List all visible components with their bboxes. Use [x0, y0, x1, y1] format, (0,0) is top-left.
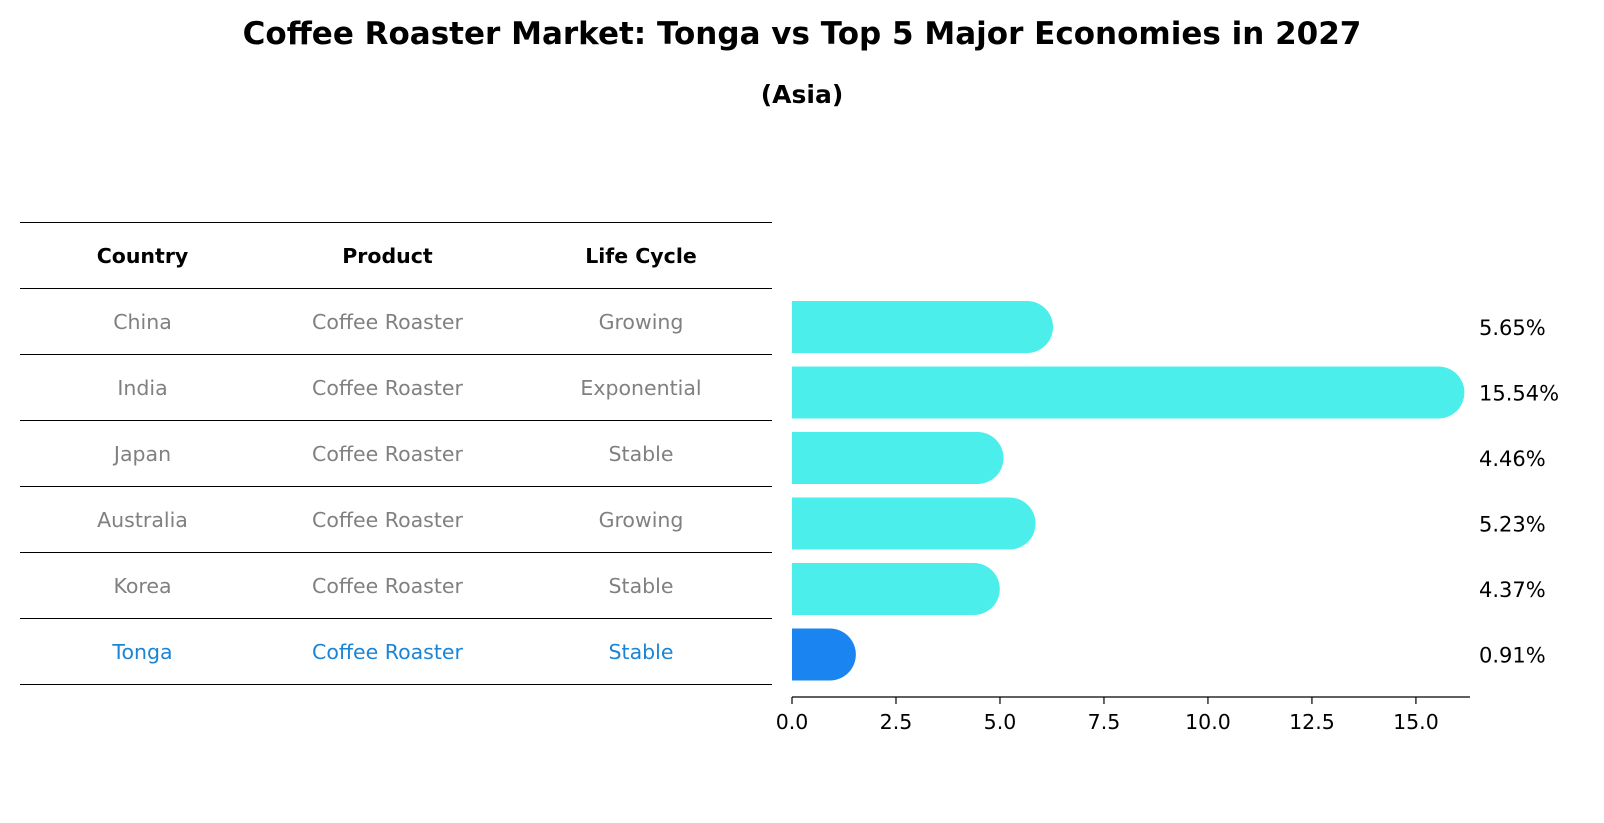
cell-product: Coffee Roaster [265, 354, 510, 421]
bar-india [792, 366, 1439, 419]
x-tick-label: 5.0 [984, 710, 1017, 734]
cell-life-cycle: Stable [510, 420, 772, 487]
cell-life-cycle: Stable [510, 552, 772, 619]
value-label-india: 15.54% [1479, 382, 1559, 406]
cell-life-cycle: Stable [510, 618, 772, 685]
bar-cap-japan [951, 432, 1004, 484]
bar-cap-korea [947, 563, 1000, 615]
x-tick-label: 2.5 [880, 710, 913, 734]
bar-korea [792, 563, 974, 615]
column-header-life-cycle: Life Cycle [510, 222, 772, 289]
x-tick-label: 0.0 [776, 710, 809, 734]
country-table: Country Product Life Cycle China Coffee … [20, 222, 772, 685]
bar-cap-india [1412, 366, 1465, 419]
chart-title: Coffee Roaster Market: Tonga vs Top 5 Ma… [242, 16, 1362, 52]
column-header-product: Product [265, 222, 510, 289]
cell-product: Coffee Roaster [265, 288, 510, 355]
bar-australia [792, 497, 1010, 550]
value-label-japan: 4.46% [1479, 447, 1546, 471]
table-row: Korea Coffee Roaster Stable [20, 552, 772, 619]
value-label-australia: 5.23% [1479, 513, 1546, 537]
table-row: China Coffee Roaster Growing [20, 288, 772, 355]
column-header-country: Country [20, 222, 265, 289]
cell-country: India [20, 354, 265, 421]
cell-country: Tonga [20, 618, 265, 685]
bar-cap-tonga [803, 628, 856, 681]
table-row: Australia Coffee Roaster Growing [20, 486, 772, 553]
bar-cap-china [1001, 301, 1054, 353]
x-tick-label: 15.0 [1393, 710, 1439, 734]
table-row: India Coffee Roaster Exponential [20, 354, 772, 421]
x-tick-label: 10.0 [1185, 710, 1231, 734]
cell-country: China [20, 288, 265, 355]
cell-life-cycle: Growing [510, 486, 772, 553]
cell-product: Coffee Roaster [265, 420, 510, 487]
table-header-row: Country Product Life Cycle [20, 222, 772, 289]
cell-product: Coffee Roaster [265, 552, 510, 619]
x-tick-label: 12.5 [1289, 710, 1335, 734]
value-label-korea: 4.37% [1479, 578, 1546, 602]
cell-country: Japan [20, 420, 265, 487]
value-label-china: 5.65% [1479, 316, 1546, 340]
cell-country: Australia [20, 486, 265, 553]
cell-product: Coffee Roaster [265, 486, 510, 553]
x-tick-label: 7.5 [1088, 710, 1121, 734]
bar-japan [792, 432, 978, 484]
cell-country: Korea [20, 552, 265, 619]
cell-product: Coffee Roaster [265, 618, 510, 685]
cell-life-cycle: Growing [510, 288, 772, 355]
bar-china [792, 301, 1028, 353]
chart-subtitle: (Asia) [760, 80, 844, 109]
cell-life-cycle: Exponential [510, 354, 772, 421]
bar-cap-australia [983, 497, 1036, 550]
value-label-tonga: 0.91% [1479, 644, 1546, 668]
table-row-highlight: Tonga Coffee Roaster Stable [20, 618, 772, 685]
table-row: Japan Coffee Roaster Stable [20, 420, 772, 487]
